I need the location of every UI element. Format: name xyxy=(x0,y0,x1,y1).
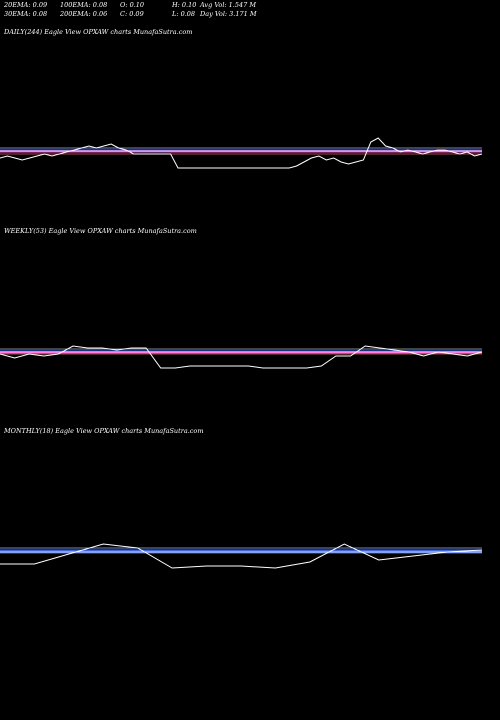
low-readout: L: 0.08 xyxy=(172,10,196,18)
price-series-line xyxy=(0,543,483,569)
weekly-chart-label: WEEKLY(53) Eagle View OPXAW charts Munaf… xyxy=(4,227,197,235)
monthly-chart-label: MONTHLY(18) Eagle View OPXAW charts Muna… xyxy=(4,427,204,435)
ema20-readout: 20EMA: 0.09 xyxy=(4,1,48,9)
daily-chart-label: DAILY(244) Eagle View OPXAW charts Munaf… xyxy=(4,28,193,36)
close-readout: C: 0.09 xyxy=(120,10,144,18)
ema100-readout: 100EMA: 0.08 xyxy=(60,1,108,9)
day-vol-readout: Day Vol: 3.171 M xyxy=(200,10,257,18)
monthly-chart xyxy=(0,543,483,569)
daily-chart xyxy=(0,137,483,169)
ema200-readout: 200EMA: 0.06 xyxy=(60,10,108,18)
ema30-readout: 30EMA: 0.08 xyxy=(4,10,48,18)
price-series-line xyxy=(0,137,483,169)
high-readout: H: 0.10 xyxy=(172,1,197,9)
avg-vol-readout: Avg Vol: 1.547 M xyxy=(200,1,257,9)
weekly-chart xyxy=(0,345,483,369)
open-readout: O: 0.10 xyxy=(120,1,145,9)
price-series-line xyxy=(0,345,483,369)
